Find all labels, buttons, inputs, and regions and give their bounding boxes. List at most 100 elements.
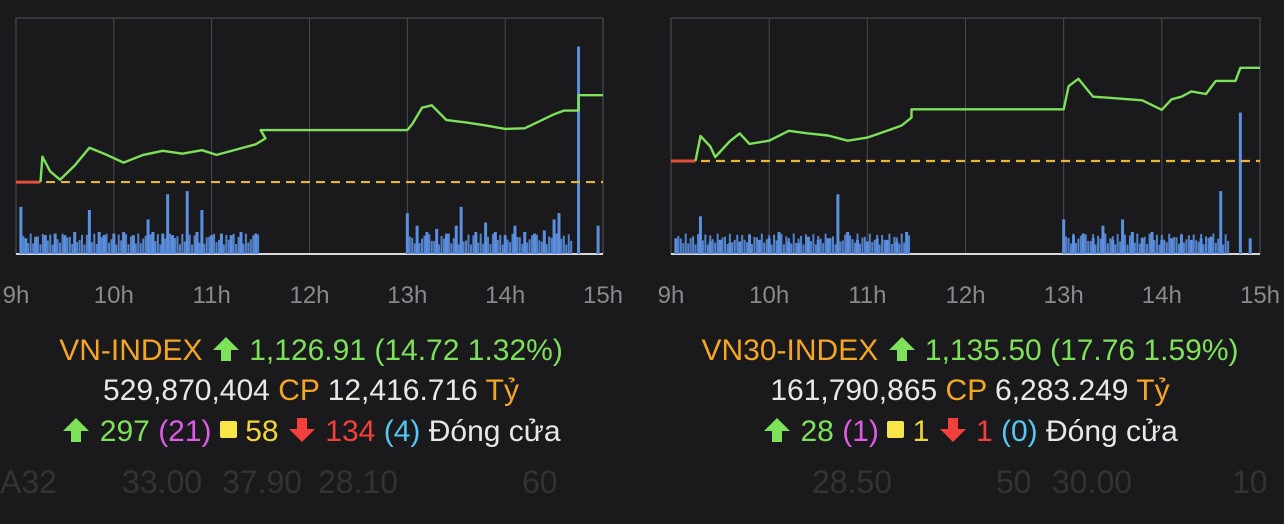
volume-bar <box>562 235 565 254</box>
volume-bar <box>876 234 879 254</box>
volume-bar <box>423 235 426 254</box>
volume-bar <box>822 243 825 254</box>
volume-bar <box>677 235 680 254</box>
volume-bar <box>785 236 788 254</box>
volume-bar <box>39 244 42 254</box>
volume-bar <box>482 243 485 254</box>
volume-bar <box>240 237 243 254</box>
unchanged-square-icon <box>887 421 905 438</box>
volume-bar <box>873 239 876 254</box>
volume-bar <box>1170 243 1173 254</box>
volume-bar <box>178 244 181 254</box>
volume-bar <box>698 216 702 254</box>
volume-bar <box>88 239 91 254</box>
volume-bar <box>834 244 837 254</box>
volume-bar <box>827 243 830 254</box>
volume-bar <box>849 235 852 254</box>
volume-bar <box>443 238 446 254</box>
volume-bar <box>154 241 157 254</box>
volume-bar <box>900 233 903 254</box>
volume-bar <box>237 236 240 254</box>
volume-bar <box>797 238 800 254</box>
volume-bar <box>110 239 113 254</box>
index-name: VN30-INDEX <box>701 334 879 367</box>
volume-bar <box>489 244 492 254</box>
volume-bar <box>59 242 62 254</box>
volume-bar <box>521 243 524 254</box>
volume-bar <box>709 235 712 254</box>
volume-bar <box>506 239 509 254</box>
volume-bar <box>802 244 805 254</box>
volume-bar <box>526 242 529 254</box>
volume-bar <box>1187 235 1190 254</box>
volume-bar <box>1168 233 1171 254</box>
volume-bar <box>694 244 697 254</box>
volume-bar <box>1212 233 1215 254</box>
volume-bar <box>1151 241 1154 254</box>
volume-bar <box>186 240 189 254</box>
volume-bar <box>210 244 213 254</box>
price-line <box>694 66 1260 162</box>
volume-bar <box>1121 219 1125 254</box>
volume-bar <box>85 234 88 254</box>
volume-bar <box>733 239 736 254</box>
arrow-up-icon <box>888 337 915 361</box>
volume-bar <box>895 237 898 254</box>
volume-bar <box>455 236 458 254</box>
volume-bar <box>425 244 428 254</box>
volume-bar <box>1092 234 1095 254</box>
volume-bar <box>215 242 218 254</box>
volume-bar <box>814 244 817 254</box>
volume-bar <box>844 234 847 254</box>
volume-bar <box>195 239 198 254</box>
volume-bar <box>1126 244 1129 254</box>
volume-bar <box>445 243 448 254</box>
volume-bar <box>738 244 741 254</box>
volume-bar <box>711 239 714 254</box>
volume-bar <box>1165 242 1168 254</box>
volume-bar <box>193 235 196 254</box>
unchanged-count: 58 <box>245 415 279 448</box>
x-tick-label: 15h <box>583 282 623 309</box>
volume-bar <box>465 240 468 254</box>
volume-bar <box>1072 233 1075 254</box>
volume-bar <box>836 194 840 254</box>
volume-bar <box>1197 241 1200 254</box>
index-change: (14.72 1.32%) <box>374 334 563 367</box>
volume-bar <box>1084 234 1087 254</box>
volume-bar <box>1074 242 1077 254</box>
volume-bar <box>1173 236 1176 254</box>
volume-bar <box>457 244 460 254</box>
volume-bar <box>66 237 69 254</box>
volume-bar <box>100 237 103 254</box>
volume-bar <box>545 244 548 254</box>
volume-bar <box>780 233 783 254</box>
volume-bar <box>32 243 35 254</box>
volume-bar <box>19 244 22 254</box>
volume-bar <box>235 244 238 254</box>
volume-bar <box>1138 243 1141 254</box>
arrow-down-icon <box>288 418 315 442</box>
volume-bar <box>765 239 768 254</box>
volume-bar <box>736 234 739 254</box>
volume-bar <box>421 238 424 254</box>
volume-bar <box>750 244 753 254</box>
volume-bar <box>51 244 54 254</box>
volume-bar <box>200 210 204 254</box>
volume-bar <box>528 239 531 254</box>
volume-bar <box>164 238 167 254</box>
volume-bar <box>129 236 132 254</box>
volume-bar <box>496 239 499 254</box>
volume-bar <box>29 233 32 254</box>
vn-index-chart: 9h 10h 11h 12h 13h 14h 15h <box>3 17 623 309</box>
volume-bar <box>242 243 245 254</box>
cp-label: CP <box>945 374 987 407</box>
volume-bar <box>218 239 221 254</box>
volume-bar <box>467 234 470 254</box>
volume-bar <box>518 237 521 254</box>
volume-bar <box>149 234 152 254</box>
volume-bar <box>567 234 570 254</box>
ghost-value-2: 37.90 <box>222 464 303 500</box>
volume-bar <box>565 244 568 254</box>
volume-value: 529,870,404 <box>103 374 270 407</box>
